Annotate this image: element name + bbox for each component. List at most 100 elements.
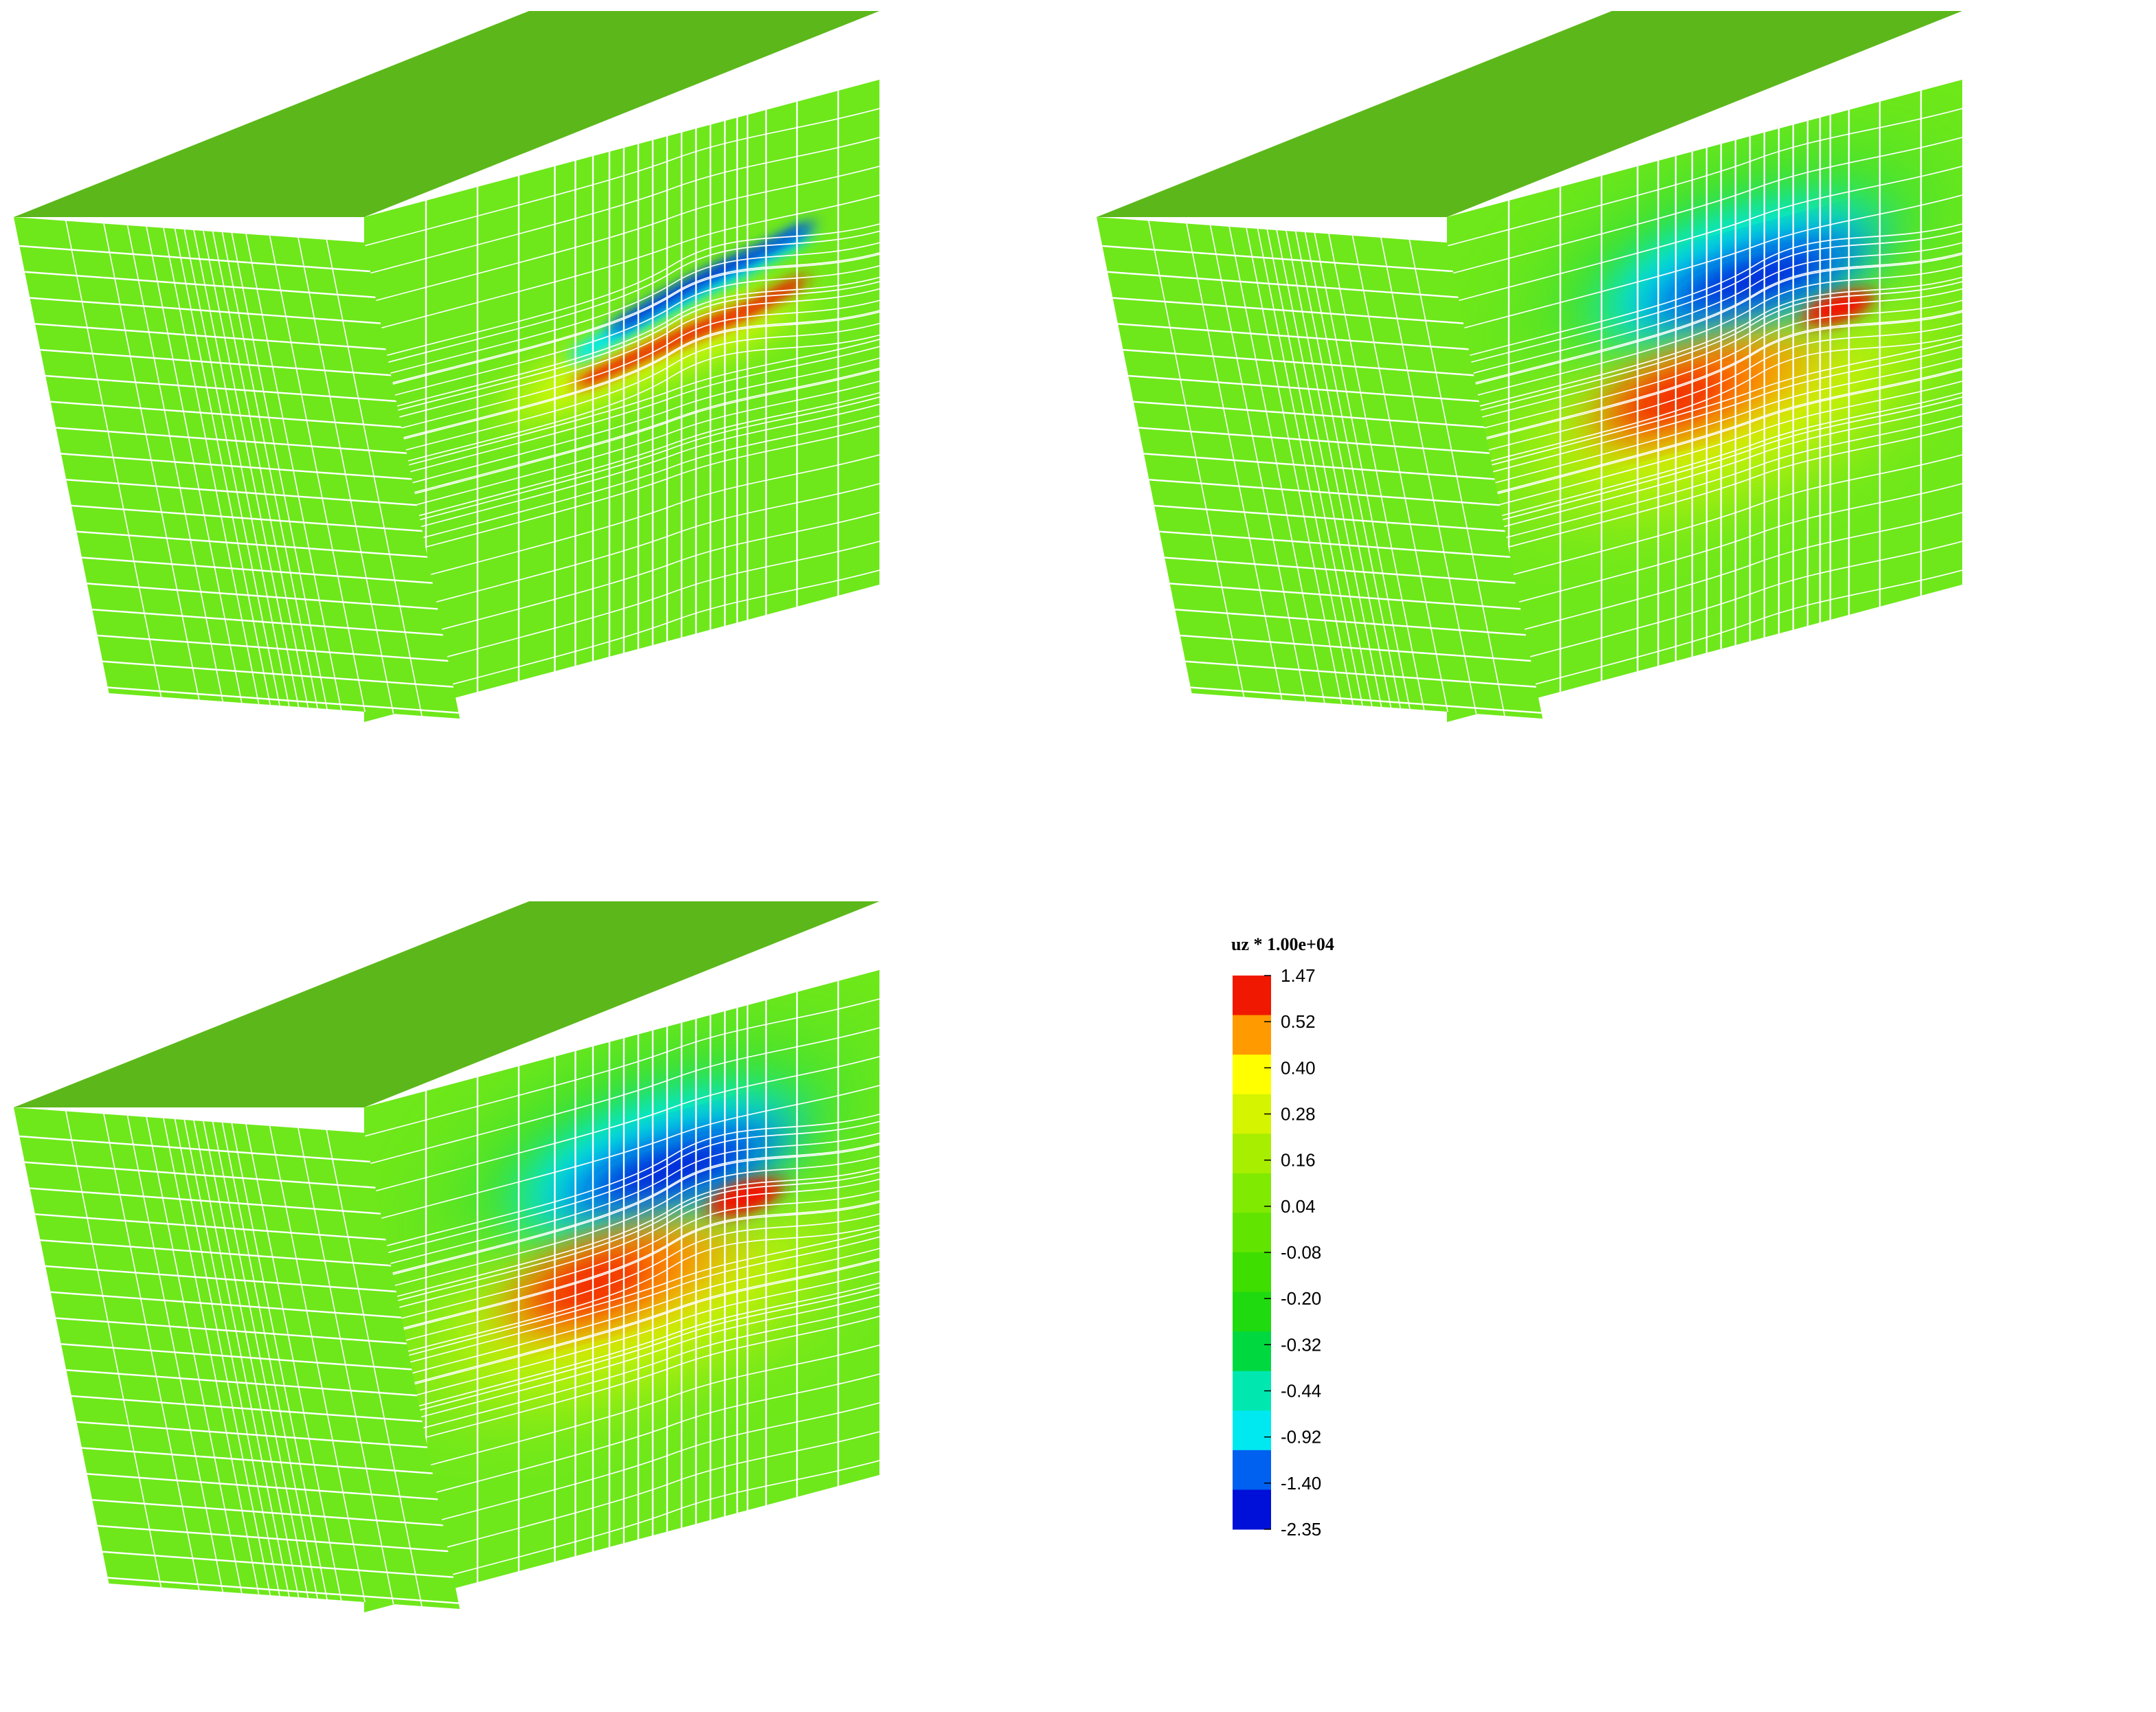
- legend-tick-label: 0.28: [1281, 1104, 1316, 1125]
- mesh-line: [363, 512, 880, 651]
- mesh-line: [1148, 221, 1245, 697]
- mesh-line: [363, 300, 880, 439]
- mesh-line: [193, 1120, 290, 1597]
- mesh-line: [1446, 311, 1963, 450]
- mesh-line: [66, 1369, 418, 1397]
- mesh-line: [1446, 137, 1963, 275]
- mesh-line: [1446, 425, 1963, 564]
- mesh-line: [1446, 230, 1963, 370]
- mesh-line: [1328, 234, 1425, 710]
- mesh-line: [363, 1171, 880, 1310]
- mesh-line: [231, 1123, 328, 1600]
- mesh-line: [363, 1259, 880, 1398]
- mesh-line: [1446, 483, 1963, 622]
- mesh-line: [363, 570, 880, 708]
- mesh-line: [363, 323, 880, 462]
- mesh-line: [363, 1178, 880, 1318]
- legend-color-band: [1233, 1015, 1271, 1055]
- mesh-line: [363, 1287, 880, 1426]
- mesh-line: [363, 1200, 880, 1339]
- mesh-line: [326, 239, 423, 717]
- mesh-line: [363, 541, 880, 679]
- legend-color-band: [1233, 1489, 1271, 1530]
- mesh-line: [87, 1473, 438, 1500]
- mesh-line: [1257, 228, 1354, 706]
- mesh-line: [146, 226, 243, 703]
- mesh-line: [97, 634, 449, 662]
- mesh-line: [363, 1085, 880, 1224]
- mesh-line: [1446, 252, 1963, 391]
- mesh-line: [1112, 297, 1464, 324]
- mesh-line: [81, 556, 433, 584]
- legend-color-band: [1233, 1331, 1271, 1372]
- mesh-line: [363, 265, 880, 404]
- mesh-line: [1169, 583, 1521, 610]
- mesh-line: [65, 221, 162, 697]
- legend-title: uz * 1.00e+04: [1231, 934, 1334, 954]
- mesh-line: [363, 276, 880, 416]
- legend-color-band: [1233, 1410, 1271, 1451]
- mesh-line: [363, 1258, 880, 1397]
- positive-displacement-zone: [1610, 365, 1738, 431]
- mesh-line: [363, 1190, 880, 1329]
- mesh-line: [1285, 230, 1382, 708]
- legend-color-band: [1233, 1252, 1271, 1293]
- mesh-line: [363, 310, 880, 449]
- mesh-line: [363, 381, 880, 519]
- mesh-line: [60, 1343, 412, 1371]
- mesh-line: [363, 230, 880, 370]
- legend-tick-label: 1.47: [1281, 965, 1316, 986]
- mesh-line: [174, 1118, 271, 1596]
- mesh-line: [102, 1551, 454, 1579]
- mesh-line: [1446, 415, 1963, 554]
- mesh-line: [163, 227, 260, 704]
- mesh-line: [363, 252, 880, 391]
- mesh-line: [1228, 226, 1325, 703]
- legend-color-band: [1233, 1450, 1271, 1490]
- mesh-line: [30, 297, 381, 324]
- mesh-line: [97, 1524, 449, 1553]
- mesh-line: [1117, 323, 1469, 350]
- mesh-line: [40, 348, 392, 376]
- legend-tick-label: -1.40: [1281, 1473, 1321, 1494]
- mesh-line: [1314, 232, 1411, 710]
- mesh-line: [1446, 194, 1963, 333]
- mesh-line: [1446, 357, 1963, 497]
- mesh-line: [66, 478, 418, 506]
- mesh-line: [212, 231, 309, 708]
- mesh-line: [221, 1122, 319, 1599]
- mesh-line: [363, 194, 880, 333]
- mesh-line: [363, 357, 880, 497]
- mesh-line: [1446, 339, 1963, 477]
- mesh-line: [1446, 396, 1963, 535]
- mesh-line: [363, 346, 880, 485]
- mesh-line: [107, 686, 459, 714]
- mesh-line: [81, 1447, 433, 1474]
- mesh-line: [363, 242, 880, 381]
- mesh-line: [363, 1248, 880, 1387]
- mesh-line: [91, 608, 444, 636]
- mesh-line: [363, 396, 880, 535]
- mesh-line: [1446, 108, 1963, 247]
- mesh-line: [363, 425, 880, 564]
- mesh-line: [107, 1577, 459, 1604]
- top-face: [1097, 11, 1962, 217]
- mesh-line: [1138, 427, 1490, 454]
- mesh-line: [363, 334, 880, 473]
- mesh-line: [76, 530, 428, 559]
- mesh-line: [1446, 541, 1963, 679]
- mesh-line: [60, 453, 412, 480]
- mesh-line: [1154, 504, 1505, 532]
- mesh-line: [1380, 237, 1477, 714]
- mesh-line: [363, 1282, 880, 1421]
- mesh-line: [1446, 300, 1963, 439]
- color-legend: uz * 1.00e+04 1.47 0.52 0.40 0.28 0.16 0.04 -0…: [1231, 934, 1334, 1540]
- mesh-line: [103, 1114, 200, 1590]
- mesh-line: [1304, 232, 1402, 709]
- legend-tick-label: 0.04: [1281, 1196, 1316, 1217]
- mesh-line: [245, 234, 342, 710]
- front-face: [1446, 79, 1963, 722]
- mesh-line: [1446, 454, 1963, 593]
- mesh-line: [1446, 512, 1963, 651]
- mesh-line: [363, 1224, 880, 1364]
